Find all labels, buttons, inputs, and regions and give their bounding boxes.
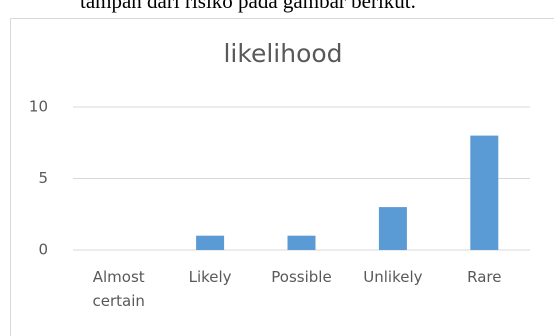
x-tick-label-box: Rare — [467, 268, 502, 286]
bar — [196, 235, 225, 250]
x-tick-label: Likely — [188, 268, 232, 286]
y-tick-label: 5 — [38, 169, 48, 187]
x-tick-label: Unlikely — [363, 268, 423, 286]
bar — [378, 207, 407, 250]
chart-title: likelihood — [223, 39, 342, 68]
bar — [470, 135, 499, 250]
x-tick-label-box: Almost certain — [92, 268, 145, 310]
x-tick-label: Almost certain — [92, 268, 145, 310]
x-tick-label: Possible — [271, 268, 332, 286]
x-tick-label-box: Likely — [188, 268, 232, 286]
y-tick-label: 0 — [38, 241, 48, 259]
y-tick-label: 10 — [29, 98, 48, 116]
x-tick-label: Rare — [467, 268, 502, 286]
caption: tampan dari risiko pada gambar berikut. — [80, 0, 416, 13]
chart-frame — [10, 18, 554, 336]
bar — [287, 235, 316, 250]
x-tick-label-box: Unlikely — [363, 268, 423, 286]
x-tick-label-box: Possible — [271, 268, 332, 286]
